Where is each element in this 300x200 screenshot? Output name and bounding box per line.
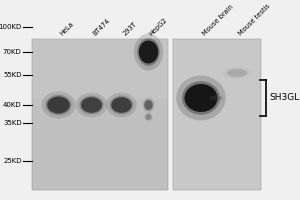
Ellipse shape: [81, 97, 102, 113]
Text: 35KD: 35KD: [3, 120, 22, 126]
FancyBboxPatch shape: [32, 39, 168, 190]
Text: Mouse brain: Mouse brain: [201, 4, 234, 37]
Ellipse shape: [146, 114, 152, 120]
Text: BT474: BT474: [92, 18, 111, 37]
Ellipse shape: [142, 97, 155, 113]
Text: Mouse testis: Mouse testis: [237, 3, 271, 37]
Ellipse shape: [209, 96, 223, 100]
Ellipse shape: [227, 69, 247, 77]
Ellipse shape: [46, 95, 71, 115]
Ellipse shape: [145, 113, 152, 121]
Ellipse shape: [76, 93, 107, 117]
Ellipse shape: [176, 76, 226, 120]
Ellipse shape: [80, 96, 103, 114]
Text: 293T: 293T: [122, 21, 137, 37]
Ellipse shape: [222, 67, 252, 79]
Text: 70KD: 70KD: [3, 49, 22, 55]
Text: 55KD: 55KD: [3, 72, 22, 78]
Ellipse shape: [144, 100, 153, 110]
Text: SH3GL2: SH3GL2: [269, 94, 300, 102]
Ellipse shape: [134, 34, 163, 70]
Text: HeLa: HeLa: [58, 21, 75, 37]
Text: 25KD: 25KD: [3, 158, 22, 164]
Ellipse shape: [226, 68, 248, 78]
Ellipse shape: [47, 97, 70, 114]
Ellipse shape: [111, 97, 132, 113]
Ellipse shape: [106, 93, 137, 117]
Text: HepG2: HepG2: [148, 17, 169, 37]
Ellipse shape: [182, 81, 220, 115]
Ellipse shape: [139, 40, 158, 64]
Ellipse shape: [110, 96, 133, 114]
Ellipse shape: [144, 99, 153, 111]
Text: 100KD: 100KD: [0, 24, 22, 30]
Text: 40KD: 40KD: [3, 102, 22, 108]
FancyBboxPatch shape: [172, 39, 261, 190]
FancyBboxPatch shape: [32, 39, 168, 99]
Ellipse shape: [144, 112, 153, 122]
Ellipse shape: [42, 91, 75, 119]
Ellipse shape: [137, 38, 160, 66]
Ellipse shape: [184, 84, 218, 112]
